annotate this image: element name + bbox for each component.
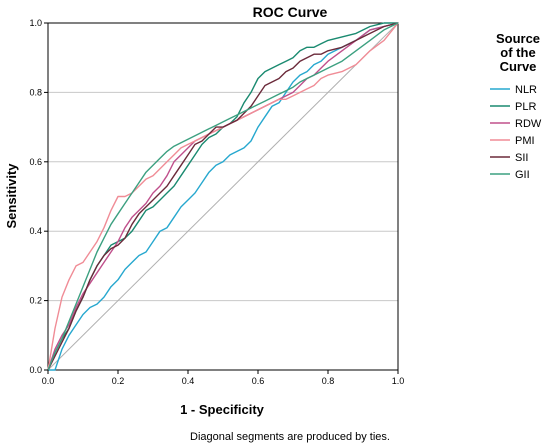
y-tick-label: 0.2: [29, 296, 42, 306]
legend-label-gii: GII: [515, 169, 530, 181]
tick-layer: 0.0 0.2 0.4 0.6 0.8 1.0 0.0 0.2 0.4 0.6 0.8 1.0: [29, 18, 404, 386]
x-tick-label: 0.6: [252, 376, 265, 386]
legend-label-plr: PLR: [515, 101, 536, 113]
footnote: Diagonal segments are produced by ties.: [190, 431, 390, 443]
legend-label-nlr: NLR: [515, 84, 537, 96]
series-line-pmi: [47, 22, 399, 371]
x-tick-label: 0.0: [42, 376, 55, 386]
y-tick-label: 0.6: [29, 157, 42, 167]
legend-title-line-1: Source: [496, 31, 540, 46]
plot-frame: [47, 22, 399, 371]
reference-diagonal: [47, 22, 399, 371]
y-tick-label: 0.8: [29, 87, 42, 97]
x-tick-label: 0.4: [182, 376, 195, 386]
y-axis-label: Sensitivity: [4, 163, 19, 229]
y-tick-label: 1.0: [29, 18, 42, 28]
y-tick-label: 0.4: [29, 226, 42, 236]
x-axis-label: 1 - Specificity: [180, 402, 265, 417]
x-tick-label: 0.8: [322, 376, 335, 386]
legend-label-pmi: PMI: [515, 135, 535, 147]
series-line-gii: [47, 22, 399, 371]
series-line-sii: [47, 22, 399, 371]
legend: Source of the Curve NLR PLR RDW PMI SII GII: [490, 31, 542, 181]
legend-title-line-2: of the: [500, 45, 535, 60]
legend-label-rdw: RDW: [515, 118, 542, 130]
series-layer: [47, 22, 399, 371]
reference-layer: [47, 22, 399, 371]
y-tick-label: 0.0: [29, 365, 42, 375]
legend-title-line-3: Curve: [500, 59, 537, 74]
x-tick-label: 1.0: [392, 376, 405, 386]
series-line-nlr: [48, 22, 399, 371]
legend-label-sii: SII: [515, 152, 528, 164]
chart-title: ROC Curve: [253, 4, 328, 20]
x-tick-label: 0.2: [112, 376, 125, 386]
legend-items: NLR PLR RDW PMI SII GII: [490, 84, 542, 181]
